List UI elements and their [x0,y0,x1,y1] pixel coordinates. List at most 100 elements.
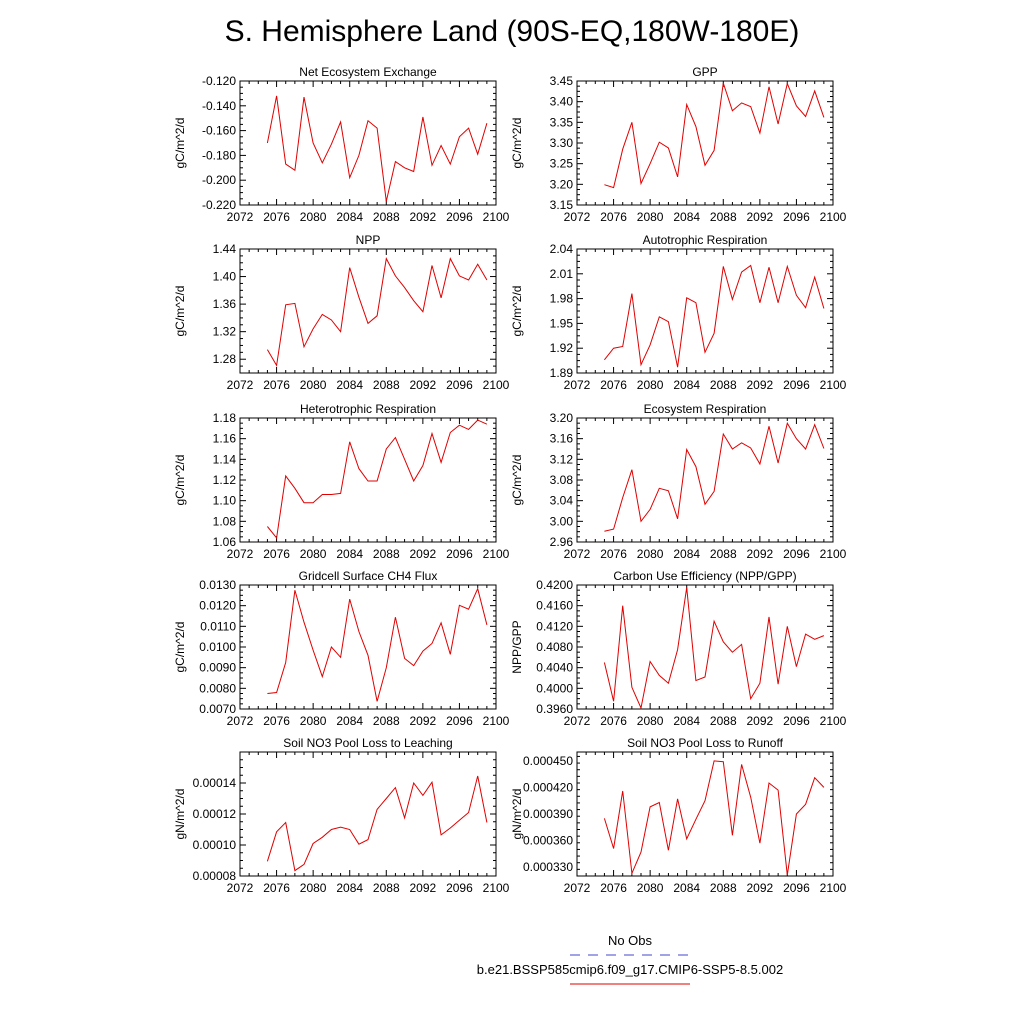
panel-carbon-use-efficiency-npp-gpp: Carbon Use Efficiency (NPP/GPP) 2072 2076 2… [510,569,847,728]
y-tick-label: 3.20 [550,177,574,191]
y-tick-label: 0.4080 [536,640,573,654]
x-tick-label: 2080 [637,547,664,561]
panel-title: Autotrophic Respiration [643,233,768,247]
y-tick-label: -0.160 [202,124,236,138]
x-tick-label: 2076 [600,378,627,392]
y-axis-label: gC/m^2/d [510,455,524,506]
y-tick-label: 0.0120 [199,599,236,613]
x-tick-label: 2072 [564,547,591,561]
y-tick-label: 0.000450 [523,754,573,768]
series-line [604,81,825,189]
plot-frame [576,80,834,206]
panel-title: Soil NO3 Pool Loss to Runoff [627,736,784,750]
y-tick-label: 1.14 [213,452,237,466]
x-tick-label: 2088 [373,714,400,728]
legend-label-model: b.e21.BSSP585cmip6.f09_g17.CMIP6-SSP5-8.… [477,962,783,977]
x-tick-label: 2084 [673,210,700,224]
panel-net-ecosystem-exchange: Net Ecosystem Exchange 2072 2076 2080 2084 20… [173,65,510,224]
x-tick-label: 2072 [227,210,254,224]
x-tick-label: 2072 [564,378,591,392]
x-tick-label: 2096 [446,547,473,561]
y-tick-label: 3.40 [550,95,574,109]
x-tick-label: 2088 [710,714,737,728]
plot-frame [576,248,834,374]
panel-title: Gridcell Surface CH4 Flux [299,569,438,583]
y-tick-label: 3.45 [550,74,574,88]
y-tick-label: 0.00014 [193,776,237,790]
y-tick-label: 1.92 [550,341,574,355]
x-tick-label: 2080 [637,210,664,224]
y-tick-label: 1.06 [213,535,237,549]
x-tick-label: 2076 [263,210,290,224]
y-tick-label: 0.000360 [523,834,573,848]
x-tick-label: 2092 [747,881,774,895]
y-tick-label: 3.08 [550,473,574,487]
y-tick-label: -0.140 [202,99,236,113]
panel-title: Soil NO3 Pool Loss to Leaching [283,736,452,750]
series-line [266,775,488,872]
y-tick-label: 0.0110 [200,619,236,633]
x-tick-label: 2076 [600,714,627,728]
plot-frame [576,751,834,877]
y-tick-label: 0.0130 [199,578,236,592]
series-line [604,421,825,532]
panel-title: GPP [692,65,717,79]
y-tick-label: 0.0090 [199,661,236,675]
y-tick-label: -0.120 [202,74,236,88]
y-tick-label: 0.4160 [536,599,573,613]
y-tick-label: 2.04 [550,242,574,256]
y-axis-label: gN/m^2/d [510,789,524,840]
x-tick-label: 2084 [336,881,363,895]
x-tick-label: 2088 [710,881,737,895]
x-tick-label: 2084 [336,378,363,392]
x-tick-label: 2080 [300,881,327,895]
series-line [603,760,825,876]
y-tick-label: 0.0070 [199,702,236,716]
y-tick-label: 3.16 [550,432,574,446]
x-tick-label: 2096 [783,210,810,224]
x-tick-label: 2080 [300,378,327,392]
y-tick-label: 1.12 [213,473,237,487]
x-tick-label: 2076 [263,714,290,728]
y-tick-label: 1.95 [550,316,574,330]
x-tick-label: 2076 [263,547,290,561]
x-tick-label: 2084 [673,547,700,561]
x-tick-label: 2072 [227,881,254,895]
y-tick-label: 0.00010 [193,838,237,852]
x-tick-label: 2092 [747,714,774,728]
x-tick-label: 2076 [600,881,627,895]
y-tick-label: 0.0080 [199,681,236,695]
x-tick-label: 2088 [710,547,737,561]
legend: No Obs b.e21.BSSP585cmip6.f09_g17.CMIP6-… [477,933,783,985]
panel-soil-no3-pool-loss-to-leaching: Soil NO3 Pool Loss to Leaching 2072 2076 20… [173,736,510,895]
y-tick-label: -0.220 [202,198,236,212]
x-tick-label: 2084 [673,714,700,728]
y-axis-label: gN/m^2/d [173,789,187,840]
y-tick-label: 0.3960 [536,702,573,716]
x-tick-label: 2084 [336,547,363,561]
x-tick-label: 2084 [673,378,700,392]
chart-panels: Net Ecosystem Exchange 2072 2076 2080 2084 20… [173,65,847,895]
plot-frame [239,751,497,877]
panel-autotrophic-respiration: Autotrophic Respiration 2072 2076 2080 2084 2… [510,233,847,392]
x-tick-label: 2100 [820,714,847,728]
panel-title: NPP [356,233,381,247]
x-tick-label: 2096 [783,714,810,728]
x-tick-label: 2092 [410,714,437,728]
x-tick-label: 2092 [410,881,437,895]
figure-title: S. Hemisphere Land (90S-EQ,180W-180E) [225,15,800,48]
y-tick-label: -0.200 [202,173,236,187]
series-line [267,419,488,540]
x-tick-label: 2100 [483,547,510,561]
y-tick-label: 3.35 [550,115,574,129]
x-tick-label: 2088 [373,881,400,895]
x-tick-label: 2088 [710,210,737,224]
y-axis-label: gC/m^2/d [510,286,524,337]
x-tick-label: 2096 [783,547,810,561]
x-tick-label: 2076 [600,210,627,224]
x-tick-label: 2072 [564,714,591,728]
y-axis-label: gC/m^2/d [173,286,187,337]
x-tick-label: 2096 [446,210,473,224]
y-tick-label: 3.25 [550,157,574,171]
